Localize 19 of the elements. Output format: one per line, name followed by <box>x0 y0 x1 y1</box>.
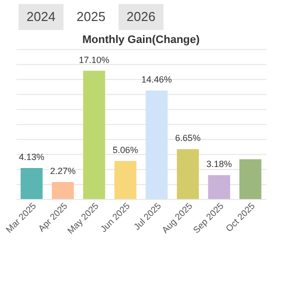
bar <box>208 175 230 199</box>
bar <box>146 90 168 199</box>
data-label: 14.46% <box>141 74 172 85</box>
data-label: 2.27% <box>50 166 76 176</box>
data-label: 4.13% <box>18 152 44 162</box>
bar <box>20 168 43 199</box>
bar <box>52 182 74 199</box>
text: 2025 <box>76 9 106 24</box>
chart-title: Monthly Gain(Change) <box>82 34 200 46</box>
data-label: 3.18% <box>206 159 232 170</box>
data-label: 6.65% <box>175 133 201 144</box>
bar <box>176 149 199 199</box>
bar <box>114 161 136 199</box>
bar <box>239 159 262 199</box>
text: 2024 <box>26 9 56 24</box>
data-label: 17.10% <box>78 54 110 65</box>
text: 2026 <box>126 9 156 24</box>
bar <box>83 70 106 199</box>
data-label: 5.06% <box>112 145 138 156</box>
